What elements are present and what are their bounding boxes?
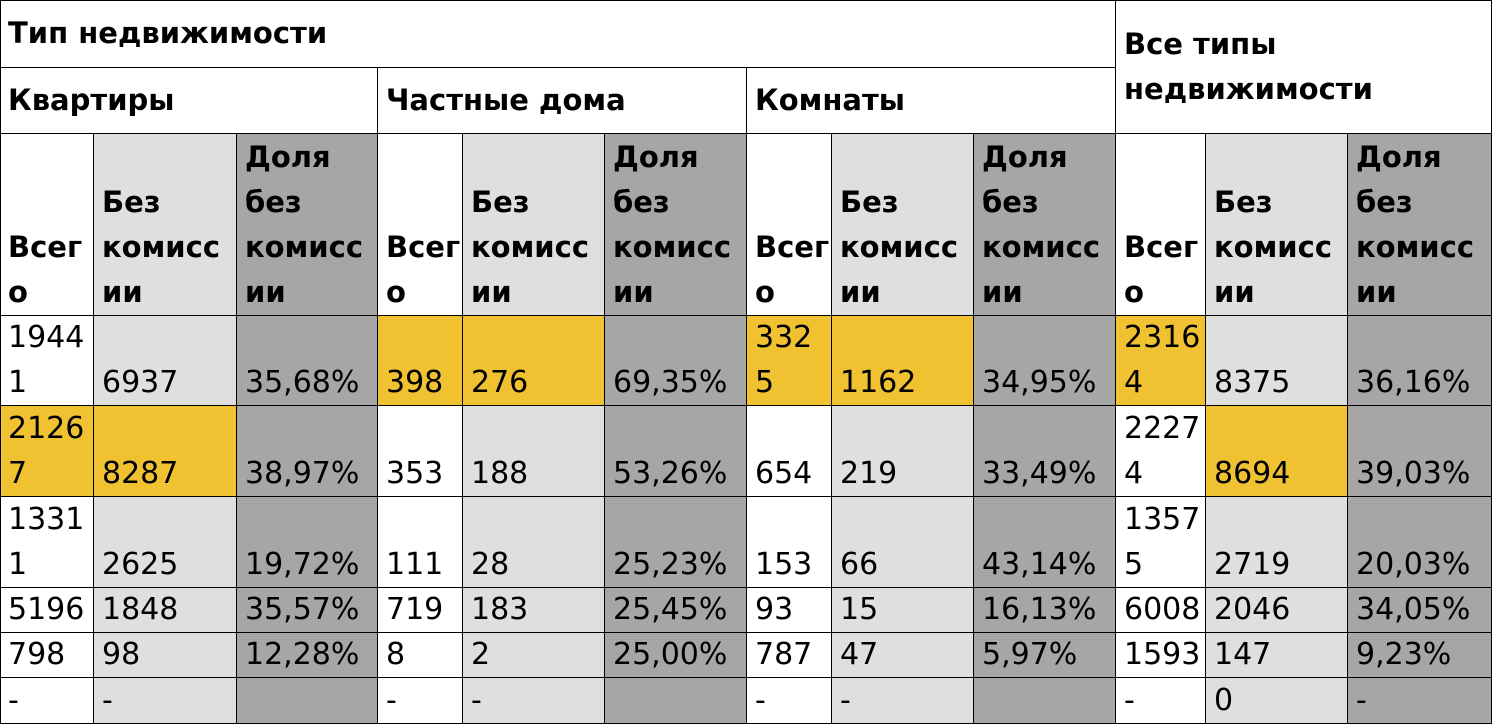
table-cell: 654 [747,406,832,497]
table-cell: 9,23% [1348,633,1492,678]
header-all-types: Все типы недвижимости [1116,0,1492,134]
table-cell: 2316 4 [1116,316,1206,406]
table-cell: 38,97% [237,406,378,497]
table-cell: 20,03% [1348,497,1492,588]
column-header-total-rooms: Всег о [747,134,832,316]
table-cell: 34,95% [974,316,1116,406]
table-cell: 19,72% [237,497,378,588]
table-cell: 2227 4 [1116,406,1206,497]
table-cell: - [832,678,974,724]
table-cell: 8 [378,633,463,678]
table-cell: 2719 [1206,497,1348,588]
table-cell: 47 [832,633,974,678]
table-cell: 1331 1 [0,497,94,588]
table-cell: 36,16% [1348,316,1492,406]
table-cell: 111 [378,497,463,588]
table-cell: - [94,678,237,724]
column-header-no-commission-private-houses: Без комисс ии [463,134,605,316]
table-cell: 0 [1206,678,1348,724]
column-header-no-commission-all-types: Без комисс ии [1206,134,1348,316]
table-cell: 5,97% [974,633,1116,678]
table-cell: 276 [463,316,605,406]
table-cell: 398 [378,316,463,406]
column-header-total-private-houses: Всег о [378,134,463,316]
table-cell: 34,05% [1348,588,1492,633]
table-cell: 8694 [1206,406,1348,497]
column-header-share-apartments: Доля без комисс ии [237,134,378,316]
table-cell: 93 [747,588,832,633]
table-cell: - [1348,678,1492,724]
table-cell: 719 [378,588,463,633]
table-cell [974,678,1116,724]
table-cell: 2625 [94,497,237,588]
column-header-no-commission-rooms: Без комисс ии [832,134,974,316]
table-cell: 15 [832,588,974,633]
table-cell: 39,03% [1348,406,1492,497]
table-cell: 16,13% [974,588,1116,633]
table-cell: 5196 [0,588,94,633]
table-cell: 787 [747,633,832,678]
column-header-share-rooms: Доля без комисс ии [974,134,1116,316]
table-cell: 2046 [1206,588,1348,633]
table-cell: 1357 5 [1116,497,1206,588]
table-cell: 25,45% [605,588,747,633]
table-cell: 25,00% [605,633,747,678]
table-cell: 28 [463,497,605,588]
table-cell [605,678,747,724]
table-cell: 219 [832,406,974,497]
table-cell: - [0,678,94,724]
table-cell: 33,49% [974,406,1116,497]
table-cell: 147 [1206,633,1348,678]
table-cell: - [378,678,463,724]
table-cell: - [463,678,605,724]
table-cell: 2126 7 [0,406,94,497]
table-cell: 798 [0,633,94,678]
table-cell: - [1116,678,1206,724]
table-cell: 35,68% [237,316,378,406]
table-cell: 43,14% [974,497,1116,588]
group-header-private-houses: Частные дома [378,68,747,134]
table-cell: 6937 [94,316,237,406]
table-cell: 25,23% [605,497,747,588]
table-cell: 35,57% [237,588,378,633]
column-header-total-all-types: Всег о [1116,134,1206,316]
group-header-apartments: Квартиры [0,68,378,134]
table-cell: 98 [94,633,237,678]
header-property-type: Тип недвижимости [0,0,1116,68]
group-header-rooms: Комнаты [747,68,1116,134]
table-cell: 8375 [1206,316,1348,406]
table-cell: 1848 [94,588,237,633]
table-cell: 188 [463,406,605,497]
table-cell: 12,28% [237,633,378,678]
column-header-no-commission-apartments: Без комисс ии [94,134,237,316]
column-header-share-private-houses: Доля без комисс ии [605,134,747,316]
table-cell: 69,35% [605,316,747,406]
table-cell: 6008 [1116,588,1206,633]
table-cell: 53,26% [605,406,747,497]
table-cell: 153 [747,497,832,588]
column-header-total-apartments: Всег о [0,134,94,316]
table-cell: 183 [463,588,605,633]
table-cell: - [747,678,832,724]
table-cell: 2 [463,633,605,678]
column-header-share-all-types: Доля без комисс ии [1348,134,1492,316]
table-cell: 332 5 [747,316,832,406]
table-cell: 1944 1 [0,316,94,406]
table-cell: 353 [378,406,463,497]
table-cell: 8287 [94,406,237,497]
table-cell [237,678,378,724]
table-cell: 1593 [1116,633,1206,678]
table-cell: 66 [832,497,974,588]
table-cell: 1162 [832,316,974,406]
